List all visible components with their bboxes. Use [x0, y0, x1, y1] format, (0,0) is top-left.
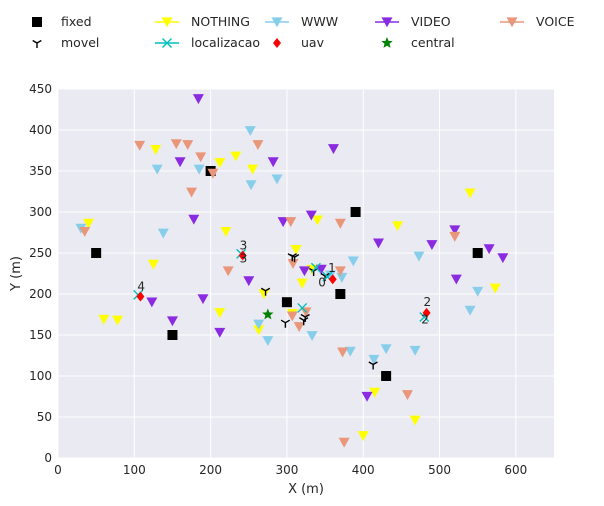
point-fixed: [91, 248, 101, 258]
annotation-label: 2: [421, 312, 429, 326]
y-tick-label: 400: [29, 123, 52, 137]
annotation-label: 0: [318, 276, 326, 290]
y-tick-label: 450: [29, 82, 52, 96]
y-tick-label: 300: [29, 205, 52, 219]
x-tick-label: 500: [428, 463, 451, 477]
point-fixed: [335, 289, 345, 299]
x-tick-label: 400: [352, 463, 375, 477]
legend-label: central: [411, 35, 455, 50]
y-tick-label: 100: [29, 369, 52, 383]
annotation-label: 2: [424, 295, 432, 309]
legend-label: localizacao: [191, 35, 260, 50]
x-tick-label: 300: [275, 463, 298, 477]
legend-entry-nothing: NOTHING: [155, 14, 250, 29]
y-tick-label: 150: [29, 328, 52, 342]
y-axis-label: Y (m): [9, 256, 24, 292]
legend-label: fixed: [61, 14, 92, 29]
point-fixed: [473, 248, 483, 258]
annotation-label: 1: [328, 261, 336, 275]
point-fixed: [381, 371, 391, 381]
legend-entry-voice: VOICE: [500, 14, 575, 29]
legend-entry-localizacao: localizacao: [155, 35, 260, 50]
x-axis-ticks: 0 100 200 300 400 500 600: [54, 463, 527, 477]
annotation-label: 3: [240, 252, 248, 266]
point-fixed: [351, 207, 361, 217]
y-tick-label: 50: [37, 410, 52, 424]
legend-marker-fixed: [32, 17, 42, 27]
annotation-label: 4: [137, 280, 145, 294]
legend-entry-movel: movel: [33, 35, 100, 50]
legend-label: VOICE: [536, 14, 575, 29]
point-fixed: [167, 330, 177, 340]
x-tick-label: 200: [199, 463, 222, 477]
point-fixed: [282, 297, 292, 307]
annotation-label: 3: [240, 239, 248, 253]
legend-entry-central: central: [381, 35, 454, 50]
y-axis-ticks: 0 50 100 150 200 250 300 350 400 450: [29, 82, 52, 465]
y-tick-label: 200: [29, 287, 52, 301]
legend-label: movel: [61, 35, 99, 50]
y-tick-label: 250: [29, 246, 52, 260]
legend-entry-video: VIDEO: [375, 14, 451, 29]
legend-entry-fixed: fixed: [32, 14, 92, 29]
y-tick-label: 0: [44, 451, 52, 465]
x-tick-label: 0: [54, 463, 62, 477]
legend-marker-central: [381, 37, 392, 48]
legend-label: VIDEO: [411, 14, 451, 29]
legend-marker-movel: [33, 41, 42, 49]
legend-marker-uav: [273, 38, 281, 48]
legend-label: WWW: [301, 14, 338, 29]
legend-entry-www: WWW: [265, 14, 338, 29]
legend: fixed NOTHING WWW VIDEO VOICE movel localizaca…: [32, 14, 575, 50]
x-tick-label: 100: [123, 463, 146, 477]
x-axis-label: X (m): [288, 482, 324, 497]
legend-label: uav: [301, 35, 325, 50]
legend-entry-uav: uav: [273, 35, 325, 50]
y-tick-label: 350: [29, 164, 52, 178]
x-tick-label: 600: [504, 463, 527, 477]
legend-label: NOTHING: [191, 14, 250, 29]
